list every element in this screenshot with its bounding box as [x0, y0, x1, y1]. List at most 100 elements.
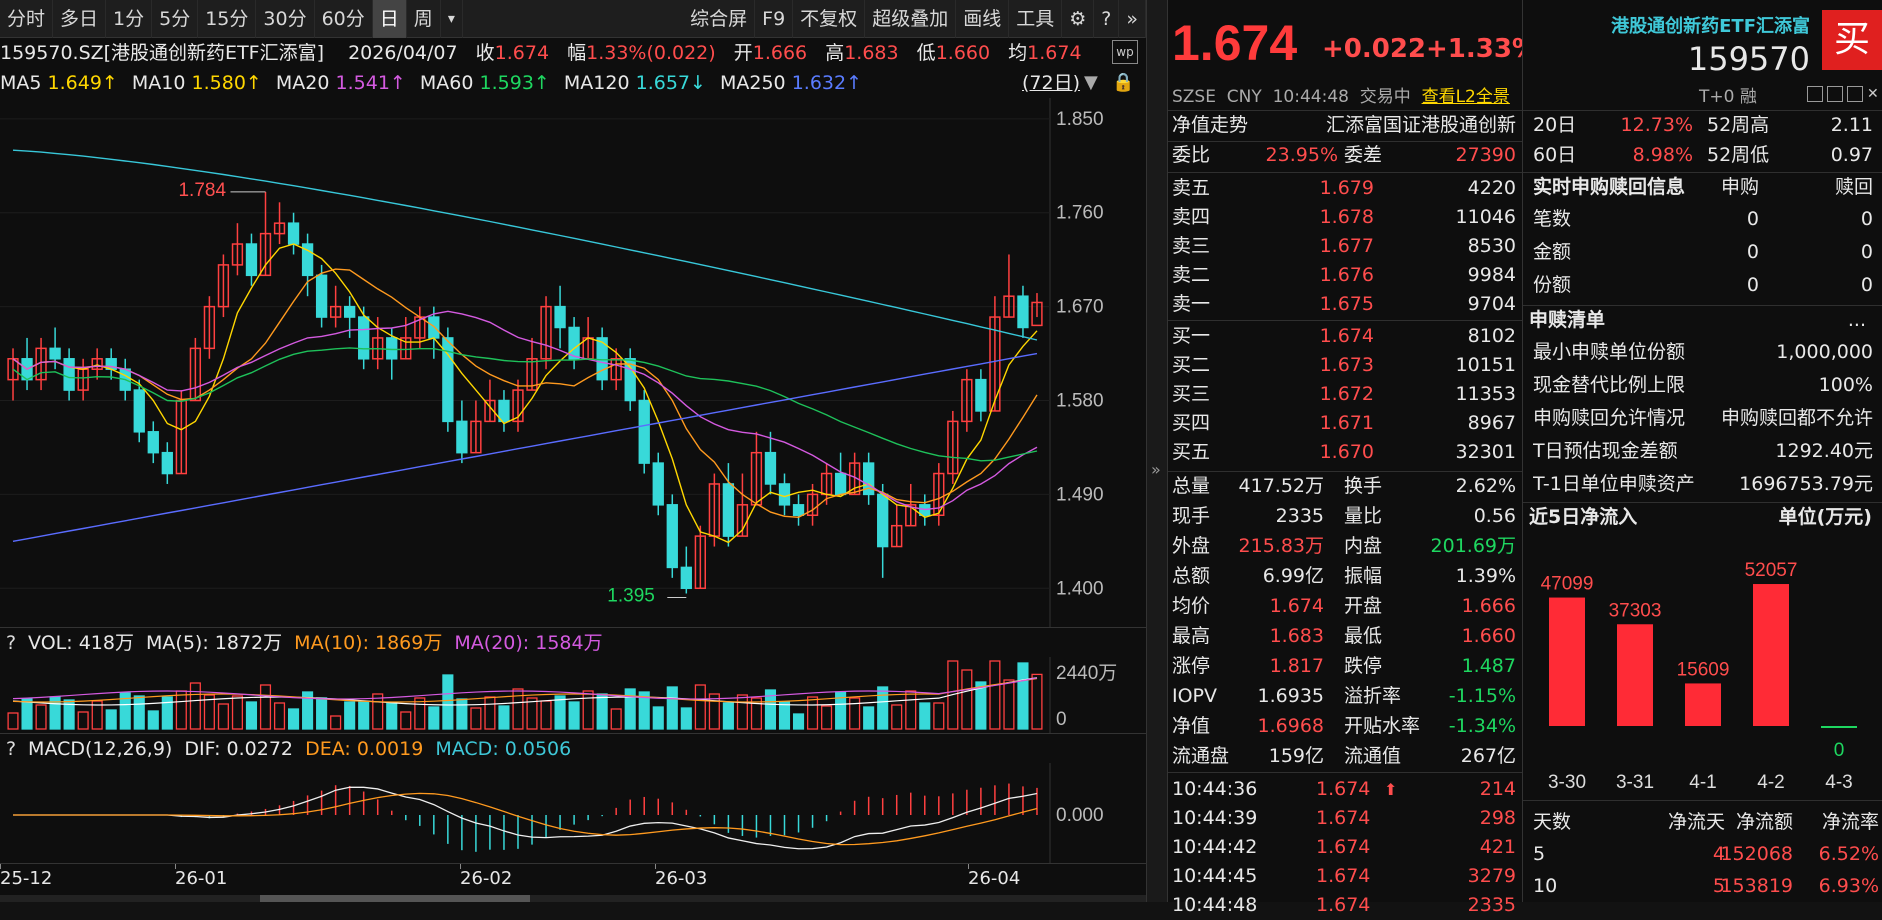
open-label: 开 — [733, 42, 753, 64]
book-label: 买四 — [1172, 412, 1211, 434]
window-icon[interactable] — [1827, 86, 1843, 102]
chevron-right-icon[interactable]: » — [1151, 460, 1161, 479]
book-price[interactable]: 1.670 — [1319, 441, 1374, 463]
book-price[interactable]: 1.671 — [1319, 412, 1374, 434]
tick-price: 1.674 — [1316, 865, 1371, 887]
gear-icon[interactable]: ⚙ — [1062, 0, 1095, 38]
candle — [217, 264, 230, 308]
volume-bar — [708, 693, 720, 730]
list-value: 1,000,000 — [1776, 341, 1873, 363]
help-icon[interactable]: ? — [5, 738, 17, 760]
chevron-right-icon[interactable]: » — [1119, 0, 1146, 38]
edit-icon[interactable] — [1807, 86, 1823, 102]
book-price[interactable]: 1.678 — [1319, 206, 1374, 228]
wp-icon[interactable]: wp — [1112, 40, 1138, 64]
toolbar-item-3[interactable]: 超级叠加 — [865, 0, 957, 38]
book-volume: 11353 — [1455, 383, 1516, 405]
help-icon[interactable]: ? — [5, 632, 17, 654]
y-tick: 1.400 — [1056, 578, 1104, 599]
toolbar-item-1[interactable]: F9 — [755, 0, 794, 38]
candle — [63, 358, 75, 391]
tick-volume: 3279 — [1467, 865, 1516, 887]
volume-bar — [806, 696, 819, 730]
period-tab-5[interactable]: 30分 — [256, 0, 315, 38]
nav-trend-label[interactable]: 净值走势 — [1172, 114, 1249, 136]
candle — [470, 420, 482, 454]
candle — [512, 389, 524, 423]
panel-splitter[interactable]: » — [1146, 0, 1168, 902]
book-volume: 9704 — [1467, 293, 1516, 315]
book-volume: 8530 — [1467, 235, 1516, 257]
period-tab-0[interactable]: 分时 — [0, 0, 54, 38]
period-tab-6[interactable]: 60分 — [315, 0, 373, 38]
macd-chart[interactable]: 0.000 — [0, 763, 1146, 863]
period-tab-8[interactable]: 周 — [407, 0, 441, 38]
period-tab-7[interactable]: 日 — [372, 0, 407, 38]
buy-button[interactable]: 买 — [1822, 10, 1882, 70]
volume-bar — [386, 702, 398, 730]
close-icon[interactable]: ✕ — [1867, 86, 1879, 102]
book-price[interactable]: 1.674 — [1319, 325, 1374, 347]
toolbar-item-4[interactable]: 画线 — [956, 0, 1010, 38]
candle — [301, 243, 314, 277]
redemption-title: 实时申购赎回信息 — [1533, 176, 1686, 198]
lock-icon[interactable]: 🔒 — [1112, 72, 1135, 93]
period-tab-1[interactable]: 多日 — [53, 0, 107, 38]
ma60-value: 1.593↑ — [479, 72, 550, 94]
volume-bar — [217, 703, 229, 730]
book-price[interactable]: 1.672 — [1319, 383, 1374, 405]
more-button[interactable]: ... — [1847, 309, 1866, 331]
stat-label: 流通值 — [1344, 745, 1402, 767]
book-price[interactable]: 1.677 — [1319, 235, 1374, 257]
volume-bar — [512, 688, 524, 730]
candle — [666, 504, 678, 569]
candle — [1003, 295, 1015, 318]
candle — [344, 305, 356, 318]
chevron-down-icon[interactable]: ▾ — [441, 0, 463, 38]
volume-bar — [147, 710, 159, 730]
toolbar-item-0[interactable]: 综合屏 — [683, 0, 756, 38]
book-price[interactable]: 1.676 — [1319, 264, 1374, 286]
help-icon[interactable]: ? — [1094, 0, 1120, 38]
book-price[interactable]: 1.675 — [1319, 293, 1374, 315]
stat-label: 涨停 — [1172, 655, 1211, 677]
horizontal-scrollbar[interactable] — [0, 895, 1146, 902]
period-tab-4[interactable]: 15分 — [198, 0, 257, 38]
volume-chart[interactable]: 2440万 0 — [0, 657, 1146, 735]
candle — [596, 337, 608, 381]
period-tab-3[interactable]: 5分 — [152, 0, 199, 38]
open-value: 1.666 — [752, 42, 808, 64]
period-tab-2[interactable]: 1分 — [106, 0, 153, 38]
volume-bar — [21, 698, 33, 730]
volume-bar — [947, 660, 959, 730]
days-selector[interactable]: (72日) — [1022, 72, 1081, 94]
home-icon[interactable] — [1847, 86, 1863, 102]
panel-tools: ✕ — [1807, 86, 1879, 106]
x-tick: 26-03 — [655, 868, 708, 889]
candle — [329, 305, 342, 318]
stat-label: 总额 — [1172, 565, 1211, 587]
volume-bar — [344, 701, 356, 730]
candle — [315, 274, 328, 318]
book-price[interactable]: 1.679 — [1319, 177, 1374, 199]
fund-info-panel: 港股通创新药ETF汇添富 159570 买 T+0 融 ✕ 实时申购赎回信息 申… — [1522, 0, 1882, 902]
ma-line — [12, 310, 1038, 511]
chevron-down-icon[interactable]: ▼ — [1084, 72, 1098, 93]
toolbar-item-5[interactable]: 工具 — [1009, 0, 1063, 38]
book-price[interactable]: 1.673 — [1319, 354, 1374, 376]
flow-value: 37303 — [1609, 600, 1662, 621]
quote-date: 2026/04/07 — [348, 42, 458, 64]
candlestick-chart[interactable]: 1.850 1.760 1.670 1.580 1.490 1.400 1.784 1.395 — [0, 98, 1146, 630]
l2-link[interactable]: 查看L2全景 — [1421, 87, 1510, 107]
flow-header: 净流额 — [1735, 811, 1793, 833]
candle — [778, 483, 791, 506]
candle — [175, 399, 187, 475]
volume-bar — [989, 660, 1001, 730]
flow-unit: 单位(万元) — [1778, 506, 1872, 528]
tick-price: 1.674 — [1316, 778, 1371, 800]
list-label: 申购赎回允许情况 — [1533, 407, 1686, 429]
list-label: T-1日单位申赎资产 — [1533, 473, 1695, 495]
flow-day: 4-2 — [1757, 772, 1784, 793]
stat-value: 201.69万 — [1430, 535, 1516, 557]
toolbar-item-2[interactable]: 不复权 — [793, 0, 866, 38]
